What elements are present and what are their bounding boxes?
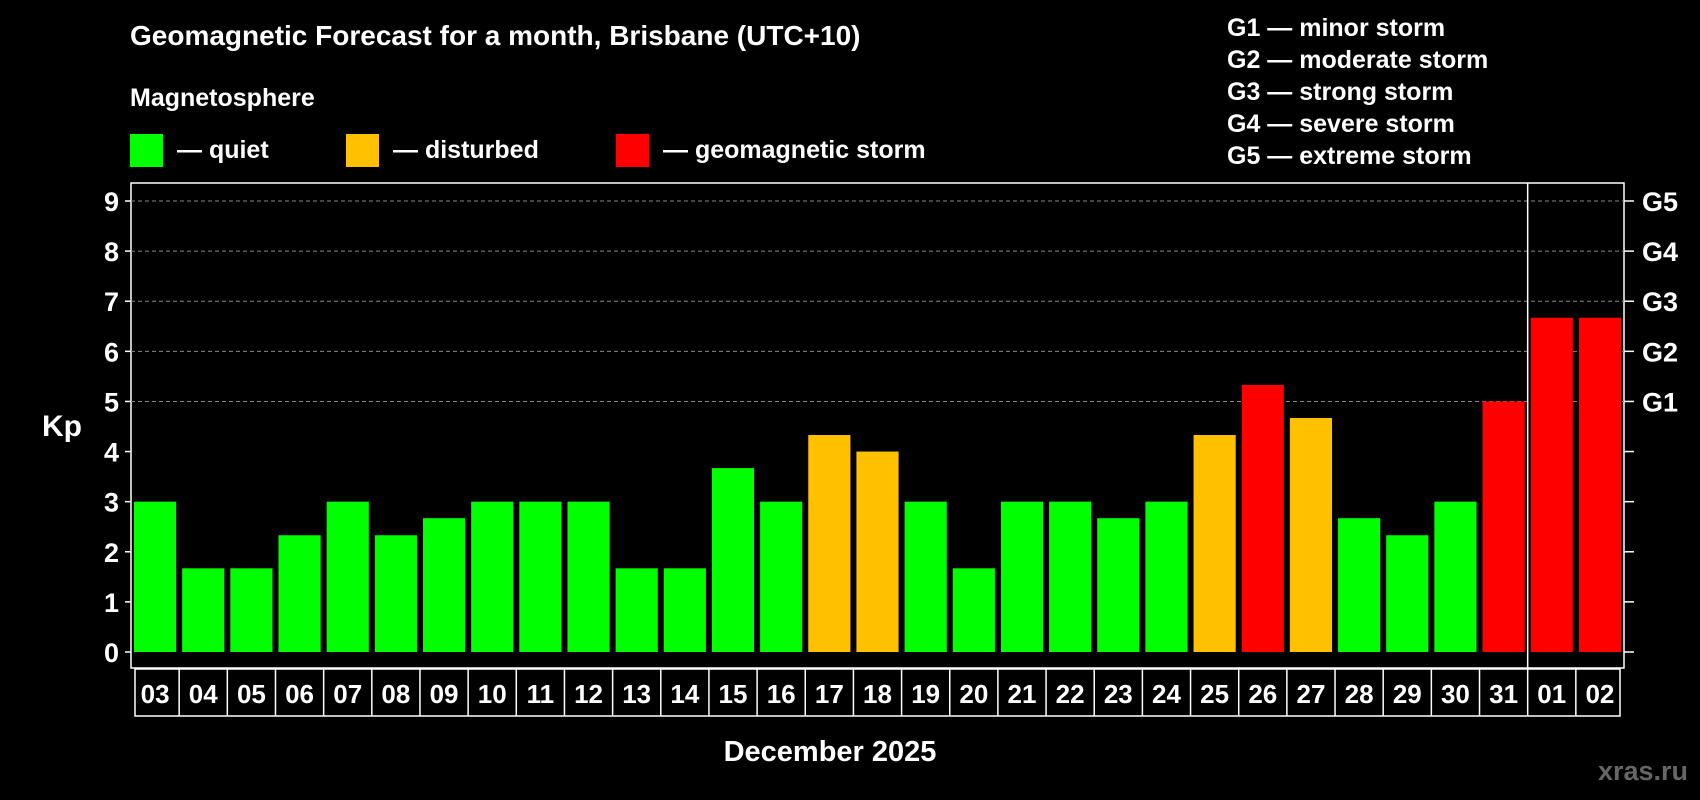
plot-frame [130,182,1625,669]
bar-01 [1530,317,1573,652]
bar-15 [711,468,755,652]
legend-item-storm: — geomagnetic storm [616,133,926,167]
right-axis-label-G1: G1 [1642,387,1678,417]
x-tick-label-24: 24 [1152,679,1181,709]
right-axis-label-G5: G5 [1642,187,1678,217]
y-tick-label-5: 5 [104,387,119,417]
bar-28 [1338,518,1381,652]
y-tick-label-2: 2 [104,538,119,568]
bar-29 [1386,535,1429,652]
x-tick-label-08: 08 [381,679,410,709]
legend-swatch-disturbed [346,133,379,167]
chart-title: Geomagnetic Forecast for a month, Brisba… [130,20,861,51]
x-tick-label-22: 22 [1056,679,1085,709]
bar-26 [1241,384,1284,652]
bar-11 [519,501,562,652]
x-tick-label-14: 14 [670,679,699,709]
x-tick-label-29: 29 [1393,679,1422,709]
storm-scale-g3: G3 — strong storm [1227,78,1454,106]
right-axis-label-G3: G3 [1642,287,1678,317]
bar-05 [230,568,273,652]
y-tick-label-1: 1 [104,588,119,618]
storm-scale-g2: G2 — moderate storm [1227,46,1489,74]
bar-18 [856,451,899,652]
x-tick-label-06: 06 [285,679,314,709]
x-tick-label-25: 25 [1200,679,1229,709]
x-tick-label-31: 31 [1489,679,1518,709]
x-tick-label-20: 20 [959,679,988,709]
x-tick-label-05: 05 [237,679,266,709]
legend-label-disturbed: — disturbed [393,135,539,164]
x-tick-label-09: 09 [430,679,459,709]
bar-14 [663,568,706,652]
bar-07 [326,501,369,652]
x-tick-label-19: 19 [911,679,940,709]
storm-scale-legend: G1 — minor storm G2 — moderate storm G3 … [1227,12,1488,172]
bar-09 [422,518,466,652]
magnetosphere-title: Magnetosphere [130,84,315,112]
legend-label-quiet: — quiet [177,135,269,164]
bar-21 [1000,501,1044,652]
bar-24 [1145,501,1188,652]
x-tick-label-18: 18 [863,679,892,709]
y-tick-label-0: 0 [104,638,119,668]
y-tick-label-7: 7 [104,287,119,317]
bar-19 [904,501,947,652]
x-tick-label-04: 04 [189,679,218,709]
x-tick-label-16: 16 [767,679,796,709]
bar-10 [471,501,514,652]
x-tick-label-07: 07 [333,679,362,709]
bar-20 [952,568,995,652]
storm-scale-g4: G4 — severe storm [1227,110,1455,138]
bar-31 [1482,401,1525,652]
bar-16 [760,501,803,652]
x-tick-label-15: 15 [719,679,748,709]
x-tick-label-01: 01 [1537,679,1566,709]
x-tick-label-17: 17 [815,679,844,709]
storm-scale-g1: G1 — minor storm [1227,14,1446,42]
x-tick-label-12: 12 [574,679,603,709]
bar-08 [374,535,417,652]
bar-04 [182,568,225,652]
bar-17 [808,435,851,652]
bar-02 [1578,317,1621,652]
right-axis-label-G2: G2 [1642,337,1678,367]
x-tick-label-23: 23 [1104,679,1133,709]
storm-scale-g5: G5 — extreme storm [1227,142,1472,170]
x-tick-label-03: 03 [141,679,170,709]
bar-23 [1097,518,1140,652]
x-tick-label-26: 26 [1248,679,1277,709]
bar-25 [1193,435,1236,652]
bar-06 [278,535,321,652]
y-tick-label-6: 6 [104,337,119,367]
date-row-frame [134,668,1621,717]
y-tick-label-4: 4 [104,438,119,468]
x-tick-label-21: 21 [1008,679,1037,709]
x-tick-label-30: 30 [1441,679,1470,709]
right-axis-label-G4: G4 [1642,237,1678,267]
legend-label-storm: — geomagnetic storm [663,135,926,164]
y-tick-label-8: 8 [104,237,119,267]
watermark: xras.ru [1597,756,1688,786]
bar-22 [1049,501,1092,652]
bar-03 [134,501,177,652]
y-axis-label: Kp [42,410,82,443]
x-tick-label-02: 02 [1585,679,1614,709]
y-tick-label-3: 3 [104,488,119,518]
bar-30 [1434,501,1477,652]
x-tick-label-11: 11 [527,679,555,709]
y-tick-label-9: 9 [104,187,119,217]
bar-13 [615,568,658,652]
x-tick-label-10: 10 [478,679,507,709]
legend-item-quiet: — quiet [130,133,269,167]
x-tick-label-27: 27 [1296,679,1325,709]
legend-item-disturbed: — disturbed [346,133,539,167]
bar-12 [567,501,610,652]
x-axis-label: December 2025 [723,736,937,768]
bar-27 [1289,417,1333,652]
x-tick-label-28: 28 [1345,679,1374,709]
legend-swatch-storm [616,133,649,167]
legend-swatch-quiet [130,133,163,167]
x-tick-label-13: 13 [622,679,651,709]
